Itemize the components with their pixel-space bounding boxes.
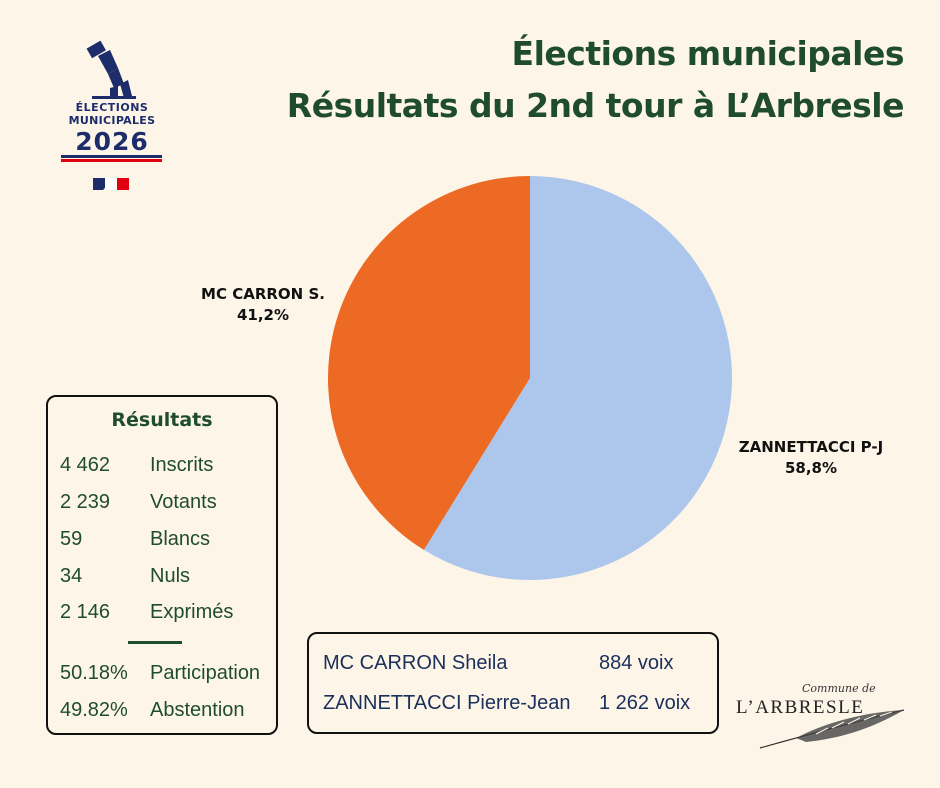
commune-logo: Commune de L’ARBRESLE	[736, 682, 908, 754]
results-value: 2 146	[60, 601, 111, 623]
elections-logo: ÉLECTIONS MUNICIPALES 2026	[58, 38, 168, 198]
results-row-abstention: 49.82% Abstention	[60, 696, 270, 724]
logo-bar-navy	[61, 155, 162, 158]
results-value: 4 462	[60, 454, 111, 476]
results-value: 34	[60, 565, 83, 587]
results-value: 2 239	[60, 491, 111, 513]
votes-row-zannettacci: ZANNETTACCI Pierre-Jean 1 262 voix	[323, 688, 713, 718]
results-label: Votants	[150, 491, 217, 513]
results-row-participation: 50.18% Participation	[60, 659, 270, 687]
slice-percent-carron: 41,2%	[236, 306, 290, 324]
candidate-name: MC CARRON Sheila	[323, 652, 508, 674]
results-value: 49.82%	[60, 699, 128, 721]
results-label: Inscrits	[150, 454, 214, 476]
votes-panel: MC CARRON Sheila 884 voix ZANNETTACCI Pi…	[307, 632, 719, 734]
results-label: Blancs	[150, 528, 211, 550]
slice-name-zannettacci: ZANNETTACCI P-J	[738, 438, 884, 456]
results-label: Nuls	[150, 565, 191, 587]
results-row-votants: 2 239 Votants	[60, 488, 270, 516]
title-line-2: Résultats du 2nd tour à L’Arbresle	[286, 86, 905, 125]
commune-top-text: Commune de	[802, 682, 876, 695]
results-panel: Résultats 4 462 Inscrits 2 239 Votants 5…	[46, 395, 278, 735]
results-row-blancs: 59 Blancs	[60, 525, 270, 553]
results-row-nuls: 34 Nuls	[60, 562, 270, 590]
page-title: Élections municipales Résultats du 2nd t…	[286, 28, 905, 132]
slice-label-carron: MC CARRON S. 41,2%	[192, 284, 334, 326]
logo-line-2: MUNICIPALES	[68, 114, 156, 127]
candidate-votes: 884 voix	[599, 652, 674, 674]
logo-bar-red	[61, 159, 162, 162]
results-divider	[128, 641, 182, 644]
results-title: Résultats	[111, 409, 213, 431]
ballot-box-voter-icon	[86, 40, 136, 99]
results-row-exprimes: 2 146 Exprimés	[60, 598, 270, 626]
pie-slice-0	[423, 176, 732, 580]
slice-percent-zannettacci: 58,8%	[784, 459, 838, 477]
candidate-votes: 1 262 voix	[599, 692, 691, 714]
results-label: Exprimés	[150, 601, 234, 623]
results-value: 59	[60, 528, 83, 550]
slice-label-zannettacci: ZANNETTACCI P-J 58,8%	[730, 437, 892, 479]
logo-year: 2026	[75, 127, 149, 156]
feather-icon	[759, 709, 905, 749]
results-row-inscrits: 4 462 Inscrits	[60, 451, 270, 479]
french-flag-icon	[93, 178, 129, 190]
results-label: Participation	[150, 662, 261, 684]
votes-row-carron: MC CARRON Sheila 884 voix	[323, 648, 713, 678]
results-value: 50.18%	[60, 662, 128, 684]
candidate-name: ZANNETTACCI Pierre-Jean	[323, 692, 571, 714]
logo-line-1: ÉLECTIONS	[75, 101, 149, 114]
slice-name-carron: MC CARRON S.	[201, 285, 325, 303]
pie-slice-1	[328, 176, 530, 550]
commune-name: L’ARBRESLE	[736, 697, 865, 718]
title-line-1: Élections municipales	[511, 34, 905, 73]
pie-slices	[328, 176, 732, 580]
results-label: Abstention	[150, 699, 245, 721]
